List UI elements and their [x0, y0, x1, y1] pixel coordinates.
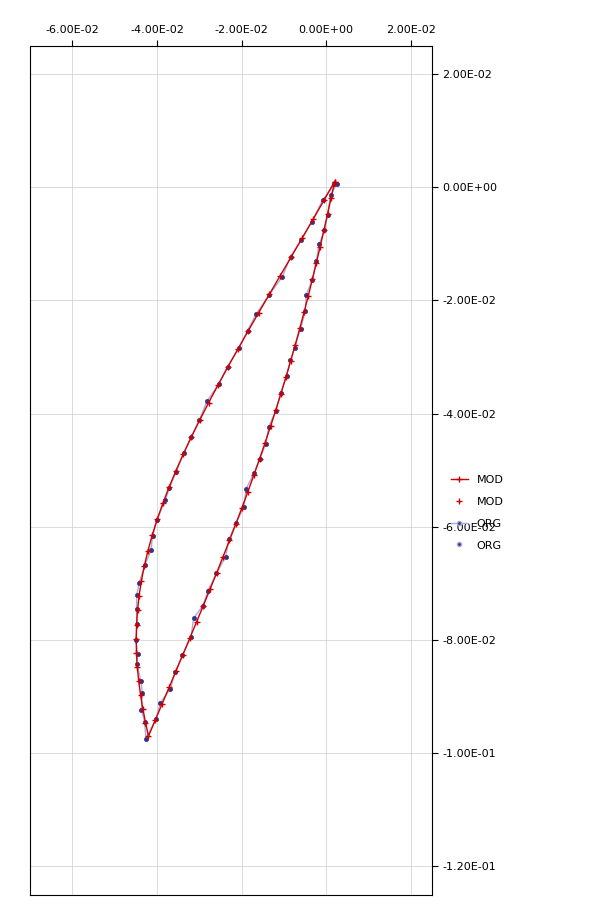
Line: ORG: ORG	[136, 184, 337, 739]
ORG	[277, 387, 284, 398]
ORG	[313, 255, 320, 266]
ORG	[222, 551, 229, 562]
MOD	[220, 551, 227, 562]
Line: MOD: MOD	[133, 178, 338, 740]
MOD	[226, 535, 233, 546]
ORG	[319, 194, 326, 205]
ORG	[331, 178, 338, 189]
ORG	[319, 194, 326, 205]
Legend: MOD, MOD, ORG, ORG: MOD, MOD, ORG, ORG	[446, 469, 509, 556]
ORG	[226, 534, 233, 545]
MOD	[331, 176, 338, 187]
ORG	[134, 648, 141, 659]
ORG	[222, 551, 229, 562]
ORG	[333, 178, 340, 189]
ORG	[313, 255, 320, 266]
ORG	[142, 733, 149, 744]
MOD	[277, 388, 284, 399]
MOD	[133, 647, 140, 658]
ORG	[333, 178, 340, 189]
MOD	[331, 176, 338, 187]
MOD	[277, 388, 284, 399]
MOD	[313, 257, 320, 268]
MOD	[133, 647, 140, 658]
MOD	[226, 535, 233, 546]
MOD	[331, 176, 338, 187]
ORG	[331, 178, 338, 189]
MOD	[145, 730, 152, 741]
ORG	[226, 534, 233, 545]
ORG	[277, 387, 284, 398]
MOD	[320, 195, 328, 206]
MOD	[331, 176, 338, 187]
Line: MOD: MOD	[136, 182, 335, 736]
ORG	[134, 648, 141, 659]
MOD	[145, 730, 152, 741]
MOD	[313, 257, 320, 268]
MOD	[320, 195, 328, 206]
Line: ORG: ORG	[134, 182, 339, 740]
MOD	[220, 551, 227, 562]
ORG	[142, 733, 149, 744]
